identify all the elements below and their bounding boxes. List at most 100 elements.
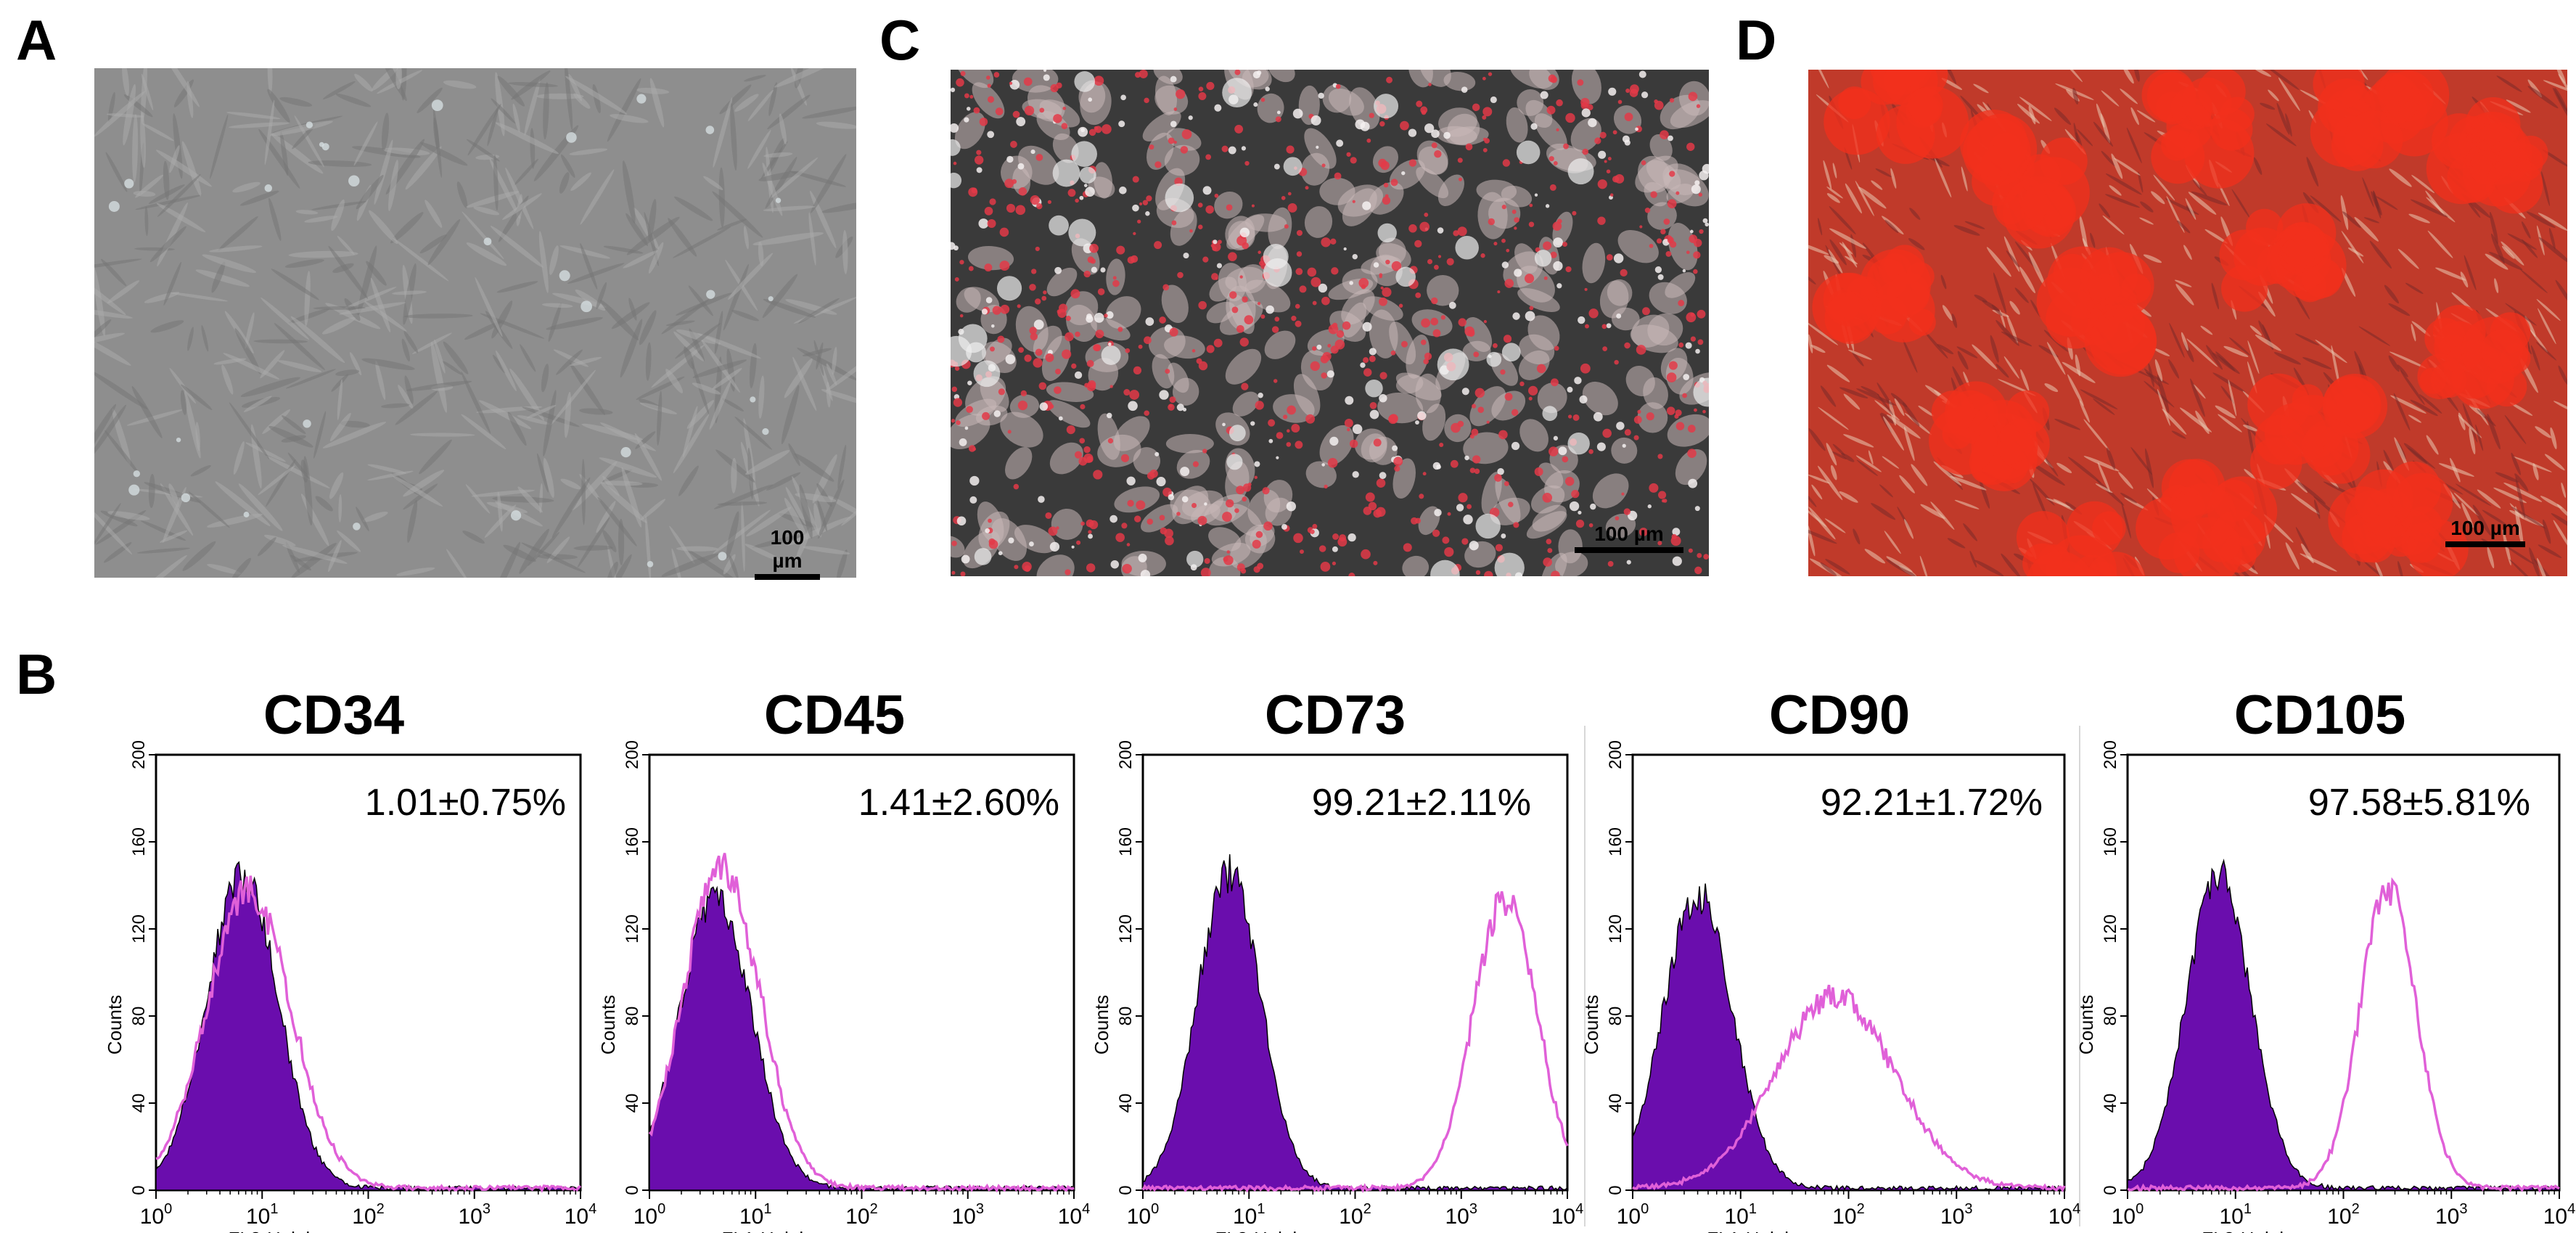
x-tick-label: 104 — [2048, 1201, 2081, 1229]
scale-bar-a: 100 µm — [755, 526, 820, 580]
y-tick-label: 160 — [129, 827, 149, 856]
lipid-droplets — [951, 70, 1709, 576]
scale-bar-c-line — [1575, 547, 1683, 553]
y-tick-label: 200 — [623, 740, 642, 769]
x-axis-label: FL2-Height — [2202, 1228, 2295, 1233]
histogram-cd90: CD90 92.21±1.72% 0 40 80 120 160 200 Counts 100… — [1580, 682, 2080, 1233]
positive-percentage: 92.21±1.72% — [1820, 782, 2043, 824]
y-axis-label: Counts — [597, 995, 619, 1054]
y-tick-label: 200 — [1116, 740, 1136, 769]
x-tick-label: 101 — [739, 1201, 772, 1229]
positive-percentage: 99.21±2.11% — [1311, 782, 1531, 824]
x-tick-label: 104 — [2543, 1201, 2576, 1229]
x-tick-label: 104 — [565, 1201, 597, 1229]
y-tick-label: 200 — [2101, 740, 2120, 769]
y-tick-label: 0 — [1116, 1185, 1136, 1195]
scale-bar-c-label: 100 µm — [1594, 523, 1664, 545]
x-tick-label: 103 — [459, 1201, 491, 1229]
y-tick-label: 120 — [1606, 914, 1625, 943]
x-tick-label: 100 — [1127, 1201, 1160, 1229]
x-tick-label: 103 — [2435, 1201, 2468, 1229]
y-tick-label: 80 — [1606, 1007, 1625, 1026]
histogram-title: CD90 — [1768, 684, 1911, 746]
y-axis-label: Counts — [1580, 995, 1602, 1054]
x-tick-label: 103 — [952, 1201, 985, 1229]
x-axis-label: FL1-Height — [1707, 1228, 1800, 1233]
y-tick-label: 0 — [2101, 1185, 2120, 1195]
mineral-nodules — [1808, 70, 2567, 576]
y-tick-label: 40 — [1116, 1094, 1136, 1113]
series-cd34 — [155, 875, 582, 1193]
y-tick-label: 80 — [623, 1007, 642, 1026]
y-tick-label: 80 — [1116, 1007, 1136, 1026]
histogram-title: CD34 — [263, 684, 405, 746]
x-tick-label: 100 — [140, 1201, 173, 1229]
scale-bar-d-line — [2445, 541, 2525, 547]
micrograph-d — [1808, 70, 2567, 576]
series-cd73 — [1141, 890, 1569, 1193]
positive-percentage: 1.01±0.75% — [364, 782, 566, 824]
x-tick-label: 103 — [1445, 1201, 1478, 1229]
panel-label-a: A — [16, 8, 57, 72]
x-tick-label: 103 — [1940, 1201, 1973, 1229]
panel-label-c: C — [879, 8, 921, 72]
y-tick-label: 40 — [2101, 1094, 2120, 1113]
micrograph-a — [94, 68, 856, 578]
y-tick-label: 160 — [2101, 827, 2120, 856]
panel-label-b: B — [16, 642, 57, 706]
histogram-cd45: CD45 1.41±2.60% 0 40 80 120 160 200 Counts 100 1… — [581, 682, 1090, 1233]
series-isotype-control — [155, 861, 581, 1192]
scale-bar-d-label: 100 µm — [2450, 517, 2520, 539]
x-tick-label: 101 — [2220, 1201, 2252, 1229]
y-tick-label: 40 — [623, 1094, 642, 1113]
x-tick-label: 100 — [2112, 1201, 2144, 1229]
y-tick-label: 120 — [2101, 914, 2120, 943]
scale-bar-a-line — [755, 574, 820, 580]
x-tick-label: 100 — [633, 1201, 666, 1229]
positive-percentage: 97.58±5.81% — [2308, 782, 2530, 824]
y-axis-label: Counts — [2075, 995, 2097, 1054]
x-tick-label: 102 — [352, 1201, 385, 1229]
scale-bar-d: 100 µm — [2445, 517, 2525, 547]
micrograph-background — [94, 68, 856, 578]
positive-percentage: 1.41±2.60% — [858, 782, 1059, 824]
histogram-title: CD105 — [2234, 684, 2406, 746]
histogram-title: CD45 — [763, 684, 906, 746]
x-tick-label: 102 — [1832, 1201, 1865, 1229]
y-axis-label: Counts — [1091, 995, 1112, 1054]
y-tick-label: 40 — [1606, 1094, 1625, 1113]
series-isotype-control — [649, 885, 1075, 1192]
scale-bar-a-label: 100 µm — [770, 526, 805, 572]
histogram-title: CD73 — [1264, 684, 1406, 746]
y-tick-label: 80 — [2101, 1007, 2120, 1026]
x-axis-label: FL2-Height — [1215, 1228, 1308, 1233]
series-cd45 — [648, 853, 1075, 1193]
y-tick-label: 0 — [1606, 1185, 1625, 1195]
x-tick-label: 101 — [1725, 1201, 1757, 1229]
x-tick-label: 104 — [1551, 1201, 1584, 1229]
y-tick-label: 160 — [1606, 827, 1625, 856]
series-cd105 — [2127, 877, 2560, 1193]
fibroblast-cells — [94, 68, 856, 578]
x-tick-label: 102 — [845, 1201, 878, 1229]
y-tick-label: 160 — [623, 827, 642, 856]
series-isotype-control — [1632, 883, 2065, 1192]
x-tick-label: 102 — [2327, 1201, 2360, 1229]
y-axis-label: Counts — [104, 995, 126, 1054]
y-tick-label: 120 — [1116, 914, 1136, 943]
y-tick-label: 0 — [129, 1185, 149, 1195]
histogram-cd105: CD105 97.58±5.81% 0 40 80 120 160 200 Counts 10… — [2075, 682, 2575, 1233]
y-tick-label: 200 — [129, 740, 149, 769]
y-tick-label: 160 — [1116, 827, 1136, 856]
x-axis-label: FL1-Height — [721, 1228, 815, 1233]
histogram-cd73: CD73 99.21±2.11% 0 40 80 120 160 200 Counts 100… — [1067, 682, 1583, 1233]
panel-separator — [2079, 726, 2080, 1226]
x-tick-label: 104 — [1058, 1201, 1091, 1229]
y-tick-label: 40 — [129, 1094, 149, 1113]
y-tick-label: 80 — [129, 1007, 149, 1026]
x-tick-label: 101 — [1233, 1201, 1266, 1229]
scale-bar-c: 100 µm — [1575, 523, 1683, 553]
panel-label-d: D — [1736, 8, 1777, 72]
micrograph-c — [951, 70, 1709, 576]
histogram-cd34: CD34 1.01±0.75% 0 40 80 120 160 200 Counts 100 1… — [44, 682, 596, 1233]
